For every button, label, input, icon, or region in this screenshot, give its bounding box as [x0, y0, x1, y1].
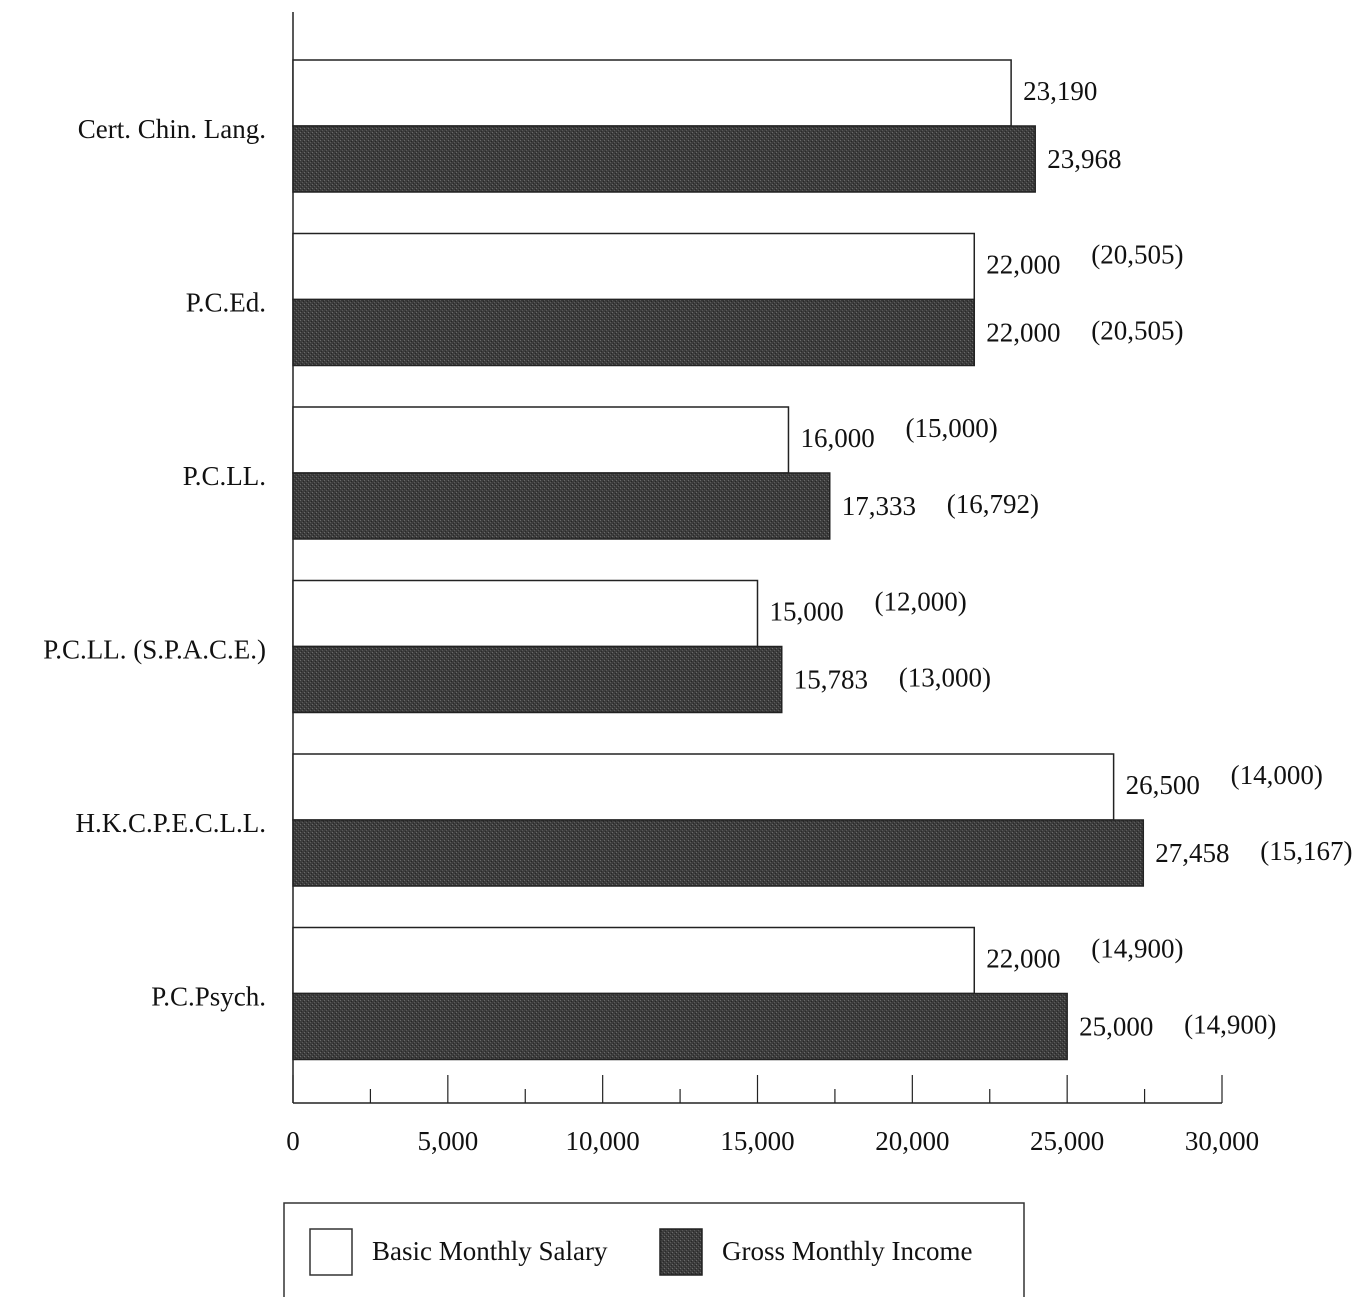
secondary-label-gross-monthly-income-p-c-ed: (20,505): [1091, 316, 1183, 346]
data-label-basic-monthly-salary-h-k-c-p-e-c-l-l: 26,500: [1126, 770, 1200, 800]
legend: Basic Monthly Salary Gross Monthly Incom…: [283, 1202, 1025, 1297]
bar-basic-monthly-salary-p-c-ll: [292, 406, 790, 474]
data-label-basic-monthly-salary-cert-chin-lang: 23,190: [1023, 76, 1097, 106]
category-label-p-c-ll-s-p-a-c-e: P.C.LL. (S.P.A.C.E.): [43, 635, 266, 665]
bar-gross-monthly-income-p-c-ed: [292, 298, 976, 367]
data-label-basic-monthly-salary-p-c-ll: 16,000: [800, 423, 874, 453]
legend-swatch-gross-monthly-income: [659, 1228, 703, 1276]
x-tick-label: 30,000: [1185, 1126, 1259, 1156]
bar-gross-monthly-income-h-k-c-p-e-c-l-l: [292, 819, 1145, 887]
bar-basic-monthly-salary-p-c-psych: [292, 926, 976, 995]
bar-basic-monthly-salary-cert-chin-lang: [292, 59, 1012, 127]
secondary-label-basic-monthly-salary-p-c-psych: (14,900): [1091, 934, 1183, 964]
category-label-p-c-ll: P.C.LL.: [183, 461, 266, 491]
category-label-p-c-ed: P.C.Ed.: [186, 288, 266, 318]
bar-basic-monthly-salary-p-c-ll-s-p-a-c-e: [292, 579, 759, 648]
secondary-label-basic-monthly-salary-h-k-c-p-e-c-l-l: (14,000): [1231, 760, 1323, 790]
plot-area: 0 5,000 10,000 15,000 20,000 25,000 30,000 Cert…: [43, 12, 1353, 1156]
data-label-basic-monthly-salary-p-c-ed: 22,000: [986, 250, 1060, 280]
x-tick-label: 15,000: [720, 1126, 794, 1156]
x-tick-label: 5,000: [417, 1126, 478, 1156]
secondary-label-gross-monthly-income-p-c-ll-s-p-a-c-e: (13,000): [899, 663, 991, 693]
data-label-gross-monthly-income-p-c-psych: 25,000: [1079, 1012, 1153, 1042]
category-label-cert-chin-lang: Cert. Chin. Lang.: [78, 114, 266, 144]
secondary-label-basic-monthly-salary-p-c-ll-s-p-a-c-e: (12,000): [875, 587, 967, 617]
bar-gross-monthly-income-p-c-ll: [292, 472, 831, 540]
secondary-label-gross-monthly-income-h-k-c-p-e-c-l-l: (15,167): [1260, 836, 1352, 866]
bar-gross-monthly-income-p-c-psych: [292, 992, 1068, 1061]
bar-gross-monthly-income-cert-chin-lang: [292, 125, 1036, 193]
legend-label-basic-monthly-salary: Basic Monthly Salary: [372, 1236, 608, 1266]
bar-gross-monthly-income-p-c-ll-s-p-a-c-e: [292, 645, 783, 714]
data-label-basic-monthly-salary-p-c-psych: 22,000: [986, 944, 1060, 974]
legend-label-gross-monthly-income: Gross Monthly Income: [722, 1236, 972, 1266]
x-tick-label: 25,000: [1030, 1126, 1104, 1156]
category-label-h-k-c-p-e-c-l-l: H.K.C.P.E.C.L.L.: [75, 808, 266, 838]
data-label-gross-monthly-income-p-c-ll-s-p-a-c-e: 15,783: [794, 665, 868, 695]
bar-basic-monthly-salary-h-k-c-p-e-c-l-l: [292, 753, 1115, 821]
data-label-gross-monthly-income-cert-chin-lang: 23,968: [1047, 144, 1121, 174]
data-label-gross-monthly-income-p-c-ll: 17,333: [842, 491, 916, 521]
category-label-p-c-psych: P.C.Psych.: [151, 982, 266, 1012]
secondary-label-basic-monthly-salary-p-c-ed: (20,505): [1091, 240, 1183, 270]
data-label-basic-monthly-salary-p-c-ll-s-p-a-c-e: 15,000: [770, 597, 844, 627]
data-label-gross-monthly-income-p-c-ed: 22,000: [986, 318, 1060, 348]
legend-swatch-basic-monthly-salary: [309, 1228, 353, 1276]
x-tick-label: 0: [286, 1126, 300, 1156]
legend-frame: [283, 1202, 1025, 1297]
x-tick-label: 20,000: [875, 1126, 949, 1156]
bar-basic-monthly-salary-p-c-ed: [292, 232, 976, 301]
x-tick-label: 10,000: [566, 1126, 640, 1156]
secondary-label-gross-monthly-income-p-c-ll: (16,792): [947, 489, 1039, 519]
data-label-gross-monthly-income-h-k-c-p-e-c-l-l: 27,458: [1155, 838, 1229, 868]
secondary-label-basic-monthly-salary-p-c-ll: (15,000): [905, 413, 997, 443]
secondary-label-gross-monthly-income-p-c-psych: (14,900): [1184, 1010, 1276, 1040]
